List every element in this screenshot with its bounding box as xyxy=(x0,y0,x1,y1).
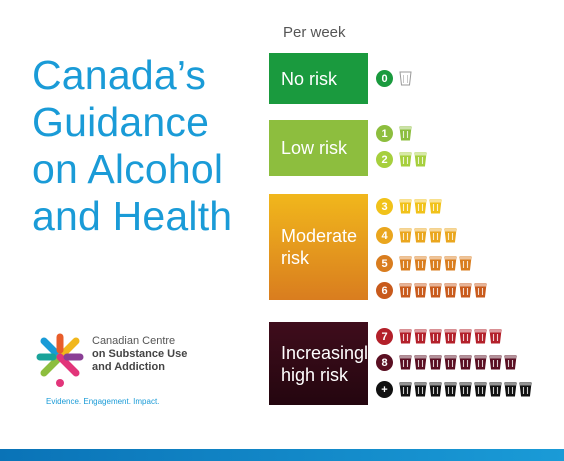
glass-icon xyxy=(444,382,457,397)
drink-count-badge: 6 xyxy=(376,282,393,299)
glass-icon xyxy=(444,355,457,370)
glass-icon xyxy=(399,329,412,344)
risk-block-moderate-risk: Moderate risk xyxy=(269,194,368,300)
glass-icon xyxy=(429,382,442,397)
glass-icon xyxy=(429,329,442,344)
glass-icon xyxy=(459,355,472,370)
glass-icon xyxy=(399,199,412,214)
drink-count-badge: + xyxy=(376,381,393,398)
glass-icon xyxy=(459,329,472,344)
org-name: Canadian Centre on Substance Use and Add… xyxy=(92,335,187,374)
glass-icon xyxy=(414,355,427,370)
glass-icon xyxy=(399,71,412,86)
org-line: on Substance Use xyxy=(92,348,188,360)
glass-icon xyxy=(414,152,427,167)
title-line: on Alcohol xyxy=(32,146,224,192)
glass-icon xyxy=(444,228,457,243)
drink-row: 8 xyxy=(376,353,519,372)
risk-label: Low risk xyxy=(281,138,348,158)
risk-label: Increasingly xyxy=(281,342,378,363)
glass-icon xyxy=(429,199,442,214)
drink-row: 6 xyxy=(376,281,489,300)
glass-icon xyxy=(399,256,412,271)
glass-icon xyxy=(444,256,457,271)
glass-icon xyxy=(474,283,487,298)
risk-label: No risk xyxy=(281,68,338,89)
risk-label: risk xyxy=(281,248,309,268)
risk-label: high risk xyxy=(281,364,349,385)
risk-block-no-risk: No risk xyxy=(269,53,368,104)
org-line: Canadian Centre xyxy=(92,335,176,347)
glass-icon xyxy=(414,256,427,271)
drink-count-badge: 4 xyxy=(376,227,393,244)
title-line: and Health xyxy=(32,193,233,239)
drink-row: + xyxy=(376,380,534,399)
per-week-heading: Per week xyxy=(283,24,346,41)
glass-icon xyxy=(429,355,442,370)
footer-bar xyxy=(0,449,564,461)
glass-icon xyxy=(474,355,487,370)
glass-icon xyxy=(414,228,427,243)
drink-row: 4 xyxy=(376,226,459,245)
drink-count-badge: 2 xyxy=(376,151,393,168)
glass-icon xyxy=(414,283,427,298)
org-line: and Addiction xyxy=(92,361,165,373)
glass-icon xyxy=(399,126,412,141)
glass-icon xyxy=(399,382,412,397)
risk-block-high-risk: Increasingly high risk xyxy=(269,322,377,405)
glass-icon xyxy=(504,382,517,397)
glass-icon xyxy=(519,382,532,397)
glass-icon xyxy=(459,283,472,298)
glass-icon xyxy=(399,283,412,298)
glass-icon xyxy=(414,329,427,344)
drink-count-badge: 1 xyxy=(376,125,393,142)
glass-icon xyxy=(474,382,487,397)
glass-icon xyxy=(459,382,472,397)
drink-row: 0 xyxy=(376,69,414,88)
glass-icon xyxy=(489,382,502,397)
glass-icon xyxy=(429,283,442,298)
drink-count-badge: 8 xyxy=(376,354,393,371)
drink-count-badge: 7 xyxy=(376,328,393,345)
glass-icon xyxy=(504,355,517,370)
glass-icon xyxy=(429,256,442,271)
drink-row: 1 xyxy=(376,124,414,143)
glass-icon xyxy=(399,152,412,167)
risk-block-low-risk: Low risk xyxy=(269,120,368,176)
drink-count-badge: 0 xyxy=(376,70,393,87)
glass-icon xyxy=(489,355,502,370)
drink-row: 3 xyxy=(376,197,444,216)
page-title: Canada’s Guidance on Alcohol and Health xyxy=(32,52,262,240)
drink-row: 5 xyxy=(376,254,474,273)
ccsa-logo-icon xyxy=(36,333,84,387)
glass-icon xyxy=(474,329,487,344)
glass-icon xyxy=(444,329,457,344)
title-line: Guidance xyxy=(32,99,210,145)
glass-icon xyxy=(444,283,457,298)
glass-icon xyxy=(414,199,427,214)
drink-count-badge: 3 xyxy=(376,198,393,215)
risk-label: Moderate xyxy=(281,226,358,246)
drink-count-badge: 5 xyxy=(376,255,393,272)
drink-row: 7 xyxy=(376,327,504,346)
glass-icon xyxy=(459,256,472,271)
drink-row: 2 xyxy=(376,150,429,169)
glass-icon xyxy=(414,382,427,397)
glass-icon xyxy=(489,329,502,344)
glass-icon xyxy=(399,228,412,243)
org-tagline: Evidence. Engagement. Impact. xyxy=(46,397,160,406)
glass-icon xyxy=(429,228,442,243)
glass-icon xyxy=(399,355,412,370)
title-line: Canada’s xyxy=(32,52,207,98)
